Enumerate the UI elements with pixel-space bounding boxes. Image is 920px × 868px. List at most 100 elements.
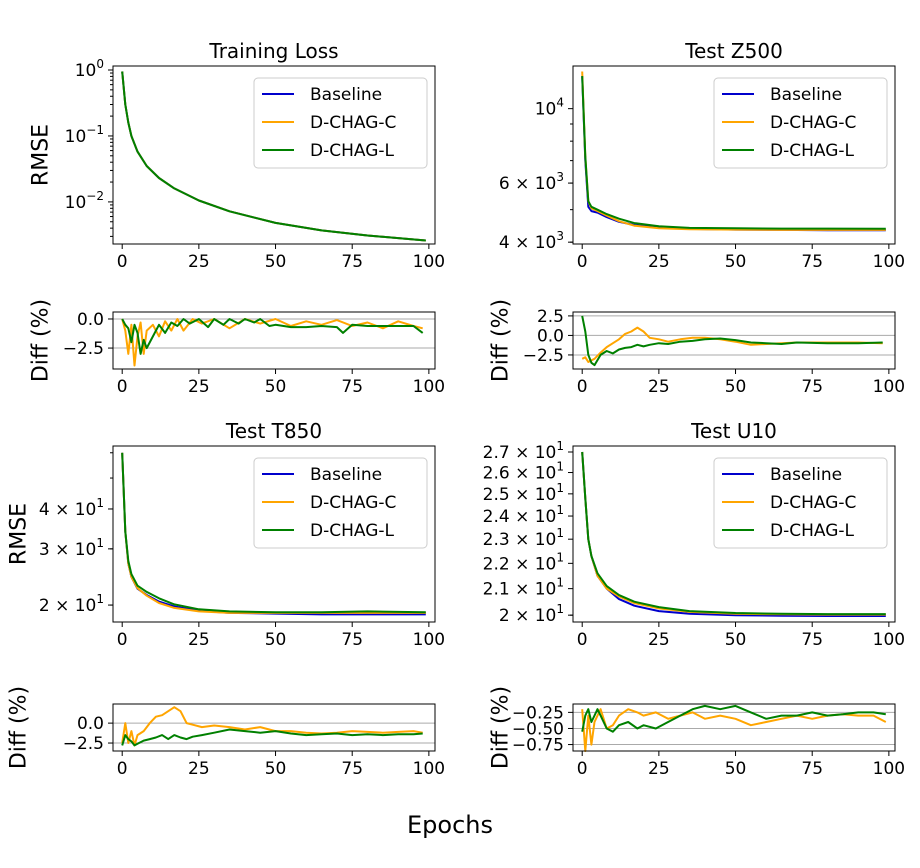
series-line-d-chag-l (121, 71, 426, 242)
x-tick-label: 75 (341, 630, 363, 650)
shared-x-axis-label: Epochs (407, 811, 493, 839)
x-tick-label: 75 (341, 377, 363, 397)
legend-label: Baseline (770, 85, 842, 105)
legend-label: D-CHAG-C (770, 113, 856, 133)
x-tick-label: 75 (341, 759, 363, 779)
x-tick-label: 25 (188, 759, 210, 779)
chart-train: 0 25 50 75 100 100 10−1 10−2 Training Loss RMSE Ba… (29, 39, 445, 272)
y-tick-label: 2 × 101 (499, 602, 564, 626)
x-tick-label: 0 (577, 759, 588, 779)
y-tick-label: −2.5 (63, 734, 104, 754)
y-tick-label: 2.5 (537, 307, 564, 327)
y-tick-label: 2.2 × 101 (483, 550, 564, 574)
legend-box (253, 457, 428, 549)
x-tick-label: 25 (648, 377, 670, 397)
x-tick-label: 25 (648, 759, 670, 779)
y-tick-label: 100 (75, 57, 104, 81)
axes-frame (112, 311, 436, 370)
x-tick-label: 75 (801, 759, 823, 779)
series-line-d-chag-c (121, 706, 423, 747)
legend-label: D-CHAG-L (770, 521, 855, 541)
legend-label: D-CHAG-L (310, 141, 395, 161)
y-tick-label: 3 × 101 (39, 536, 104, 560)
series-line-d-chag-l (121, 452, 426, 614)
y-tick-label: 4 × 101 (39, 496, 104, 520)
x-tick-label: 0 (577, 377, 588, 397)
y-axis-label: Diff (%) (29, 299, 54, 382)
y-tick-label: 2.6 × 101 (483, 460, 564, 484)
x-tick-label: 50 (725, 252, 747, 272)
y-axis-label: Diff (%) (489, 686, 514, 769)
x-tick-label: 25 (648, 630, 670, 650)
legend-box (713, 457, 888, 549)
legend-box (253, 77, 428, 169)
legend: Baseline D-CHAG-C D-CHAG-L (253, 457, 428, 549)
x-tick-label: 75 (341, 252, 363, 272)
legend-label: Baseline (310, 465, 382, 485)
y-tick-label: 2.4 × 101 (483, 503, 564, 527)
y-tick-label: 2.7 × 101 (483, 439, 564, 463)
y-tick-label: −0.75 (512, 736, 564, 756)
x-tick-label: 25 (188, 377, 210, 397)
x-tick-label: 0 (117, 759, 128, 779)
x-tick-label: 50 (265, 252, 287, 272)
y-tick-label: 6 × 103 (499, 170, 564, 194)
legend-label: Baseline (770, 465, 842, 485)
x-tick-label: 0 (577, 252, 588, 272)
x-tick-label: 100 (873, 252, 905, 272)
chart-title: Test T850 (225, 419, 322, 443)
legend-label: Baseline (310, 85, 382, 105)
axes-frame (112, 65, 436, 245)
y-tick-label: −2.5 (523, 346, 564, 366)
y-tick-label: 2.3 × 101 (483, 526, 564, 550)
y-tick-label: −2.5 (63, 339, 104, 359)
axes-frame (112, 445, 436, 623)
x-tick-label: 50 (725, 377, 747, 397)
y-tick-label: 10−1 (65, 123, 104, 147)
series-line-d-chag-l (581, 315, 883, 367)
series-line-d-chag-c (581, 326, 883, 363)
x-tick-label: 100 (413, 252, 445, 272)
chart-t850_diff: 0 25 50 75 100 0.0−2.5 Diff (%) (7, 686, 445, 779)
x-tick-label: 0 (117, 252, 128, 272)
axes-frame (572, 65, 896, 245)
chart-t850: 0 25 50 75 100 4 × 101 3 × 101 2 × 101 Test T850… (7, 419, 445, 650)
chart-title: Test Z500 (684, 39, 783, 63)
x-tick-label: 75 (801, 630, 823, 650)
x-tick-label: 75 (801, 252, 823, 272)
chart-title: Test U10 (690, 419, 777, 443)
y-tick-label: −0.25 (512, 703, 564, 723)
axes-frame (112, 703, 436, 752)
legend: Baseline D-CHAG-C D-CHAG-L (713, 77, 888, 169)
y-axis-label: Diff (%) (489, 299, 514, 382)
axes-frame (572, 703, 896, 752)
x-tick-label: 100 (873, 630, 905, 650)
legend: Baseline D-CHAG-C D-CHAG-L (253, 77, 428, 169)
y-axis-label: RMSE (29, 124, 54, 186)
y-tick-label: −0.50 (512, 719, 564, 739)
series-line-d-chag-c (581, 708, 887, 752)
legend-label: D-CHAG-C (770, 493, 856, 513)
x-tick-label: 50 (725, 759, 747, 779)
y-axis-label: RMSE (7, 503, 32, 565)
y-tick-label: 104 (535, 96, 564, 120)
x-tick-label: 50 (265, 377, 287, 397)
x-tick-label: 0 (117, 377, 128, 397)
y-tick-label: 2.5 × 101 (483, 481, 564, 505)
x-tick-label: 0 (117, 630, 128, 650)
y-tick-label: 0.0 (77, 714, 104, 734)
legend-label: D-CHAG-L (770, 141, 855, 161)
x-tick-label: 100 (413, 377, 445, 397)
legend: Baseline D-CHAG-C D-CHAG-L (713, 457, 888, 549)
series-line-d-chag-l (121, 728, 423, 747)
chart-z500: 0 25 50 75 100 104 6 × 103 4 × 103 Test Z500 Base… (499, 39, 905, 272)
legend-label: D-CHAG-L (310, 521, 395, 541)
chart-title: Training Loss (208, 39, 338, 63)
axes-frame (572, 311, 896, 370)
x-tick-label: 0 (577, 630, 588, 650)
y-tick-label: 0.0 (77, 310, 104, 330)
y-tick-label: 2 × 101 (39, 592, 104, 616)
